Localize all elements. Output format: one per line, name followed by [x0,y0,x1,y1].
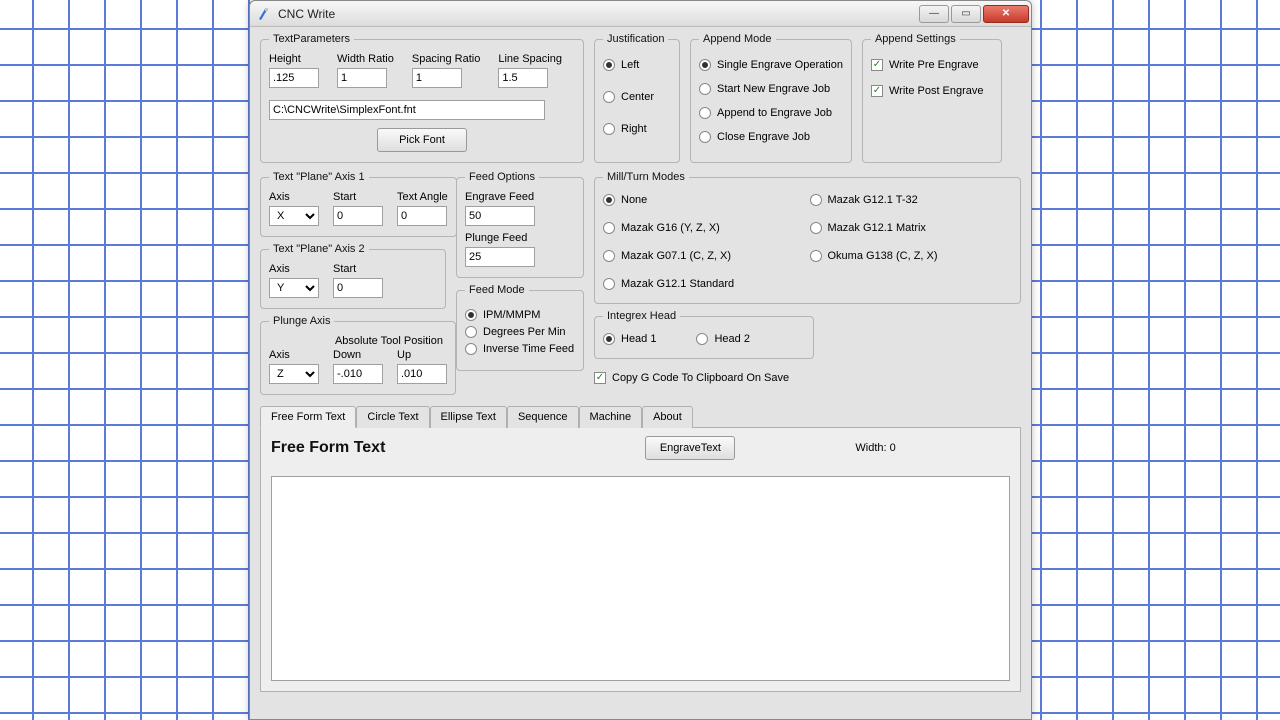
height-label: Height [269,53,319,65]
pick-font-button[interactable]: Pick Font [377,128,467,152]
mill-turn-modes-group: Mill/Turn Modes None Mazak G12.1 T-32 Ma… [594,171,1021,304]
spacing-ratio-input[interactable] [412,68,462,88]
integrex-head1-radio[interactable]: Head 1 [603,333,656,345]
append-mode-single-radio[interactable]: Single Engrave Operation [699,59,843,71]
width-ratio-input[interactable] [337,68,387,88]
plane1-start-input[interactable] [333,206,383,226]
tab-machine[interactable]: Machine [579,406,643,428]
append-mode-group: Append Mode Single Engrave Operation Sta… [690,33,852,163]
plane1-legend: Text "Plane" Axis 1 [269,171,369,183]
tab-bar: Free Form Text Circle Text Ellipse Text … [260,405,1021,428]
integrex-legend: Integrex Head [603,310,680,322]
width-readout: Width: 0 [855,442,895,454]
maximize-button[interactable]: ▭ [951,5,981,23]
feed-mode-group: Feed Mode IPM/MMPM Degrees Per Min Inver… [456,284,584,371]
tab-ellipse-text[interactable]: Ellipse Text [430,406,507,428]
plunge-feed-input[interactable] [465,247,535,267]
feed-options-legend: Feed Options [465,171,539,183]
height-input[interactable] [269,68,319,88]
text-parameters-legend: TextParameters [269,33,354,45]
line-spacing-input[interactable] [498,68,548,88]
spacing-ratio-label: Spacing Ratio [412,53,481,65]
plunge-up-input[interactable] [397,364,447,384]
justification-right-radio[interactable]: Right [603,123,671,135]
tab-about[interactable]: About [642,406,693,428]
width-ratio-label: Width Ratio [337,53,394,65]
client-area: TextParameters Height Width Ratio Spacin… [250,27,1031,719]
tab-circle-text[interactable]: Circle Text [356,406,429,428]
write-post-engrave-check[interactable]: Write Post Engrave [871,85,993,97]
justification-group: Justification Left Center Right [594,33,680,163]
tab-sequence[interactable]: Sequence [507,406,579,428]
text-parameters-group: TextParameters Height Width Ratio Spacin… [260,33,584,163]
feed-mode-ipm-radio[interactable]: IPM/MMPM [465,309,575,321]
justification-left-radio[interactable]: Left [603,59,671,71]
write-pre-engrave-check[interactable]: Write Pre Engrave [871,59,993,71]
tab-panel-free-form: Free Form Text EngraveText Width: 0 [260,428,1021,692]
plane2-start-input[interactable] [333,278,383,298]
millturn-none-radio[interactable]: None [603,194,806,206]
close-button[interactable]: ✕ [983,5,1029,23]
append-mode-legend: Append Mode [699,33,776,45]
integrex-head2-radio[interactable]: Head 2 [696,333,749,345]
free-form-title: Free Form Text [271,439,385,457]
app-window: CNC Write — ▭ ✕ TextParameters Height Wi… [249,0,1032,720]
plane2-axis-select[interactable]: Y [269,278,319,298]
plane-axis-1-group: Text "Plane" Axis 1 Axis X Start Text An… [260,171,457,237]
plane2-legend: Text "Plane" Axis 2 [269,243,369,255]
free-form-textarea[interactable] [271,476,1010,681]
integrex-head-group: Integrex Head Head 1 Head 2 [594,310,814,359]
plunge-legend: Plunge Axis [269,315,334,327]
append-settings-group: Append Settings Write Pre Engrave Write … [862,33,1002,163]
feed-mode-dpm-radio[interactable]: Degrees Per Min [465,326,575,338]
millturn-g121std-radio[interactable]: Mazak G12.1 Standard [603,278,806,290]
titlebar[interactable]: CNC Write — ▭ ✕ [250,1,1031,27]
feed-mode-legend: Feed Mode [465,284,529,296]
font-path-input[interactable] [269,100,545,120]
millturn-okuma-radio[interactable]: Okuma G138 (C, Z, X) [810,250,1013,262]
app-icon [256,6,272,22]
plane1-angle-input[interactable] [397,206,447,226]
justification-legend: Justification [603,33,668,45]
plunge-axis-group: Plunge Axis Absolute Tool Position Axis … [260,315,456,395]
plunge-axis-select[interactable]: Z [269,364,319,384]
minimize-button[interactable]: — [919,5,949,23]
feed-options-group: Feed Options Engrave Feed Plunge Feed [456,171,584,278]
millturn-matrix-radio[interactable]: Mazak G12.1 Matrix [810,222,1013,234]
append-settings-legend: Append Settings [871,33,960,45]
justification-center-radio[interactable]: Center [603,91,671,103]
copy-gcode-check[interactable]: Copy G Code To Clipboard On Save [594,372,789,384]
feed-mode-itf-radio[interactable]: Inverse Time Feed [465,343,575,355]
tab-free-form-text[interactable]: Free Form Text [260,406,356,428]
plane1-axis-select[interactable]: X [269,206,319,226]
millturn-g16-radio[interactable]: Mazak G16 (Y, Z, X) [603,222,806,234]
engrave-feed-input[interactable] [465,206,535,226]
append-mode-append-radio[interactable]: Append to Engrave Job [699,107,843,119]
plane-axis-2-group: Text "Plane" Axis 2 Axis Y Start [260,243,446,309]
millturn-g071-radio[interactable]: Mazak G07.1 (C, Z, X) [603,250,806,262]
append-mode-startnew-radio[interactable]: Start New Engrave Job [699,83,843,95]
millturn-t32-radio[interactable]: Mazak G12.1 T-32 [810,194,1013,206]
engrave-text-button[interactable]: EngraveText [645,436,735,460]
plunge-down-input[interactable] [333,364,383,384]
mill-turn-legend: Mill/Turn Modes [603,171,689,183]
window-title: CNC Write [278,7,917,21]
append-mode-close-radio[interactable]: Close Engrave Job [699,131,843,143]
line-spacing-label: Line Spacing [498,53,562,65]
